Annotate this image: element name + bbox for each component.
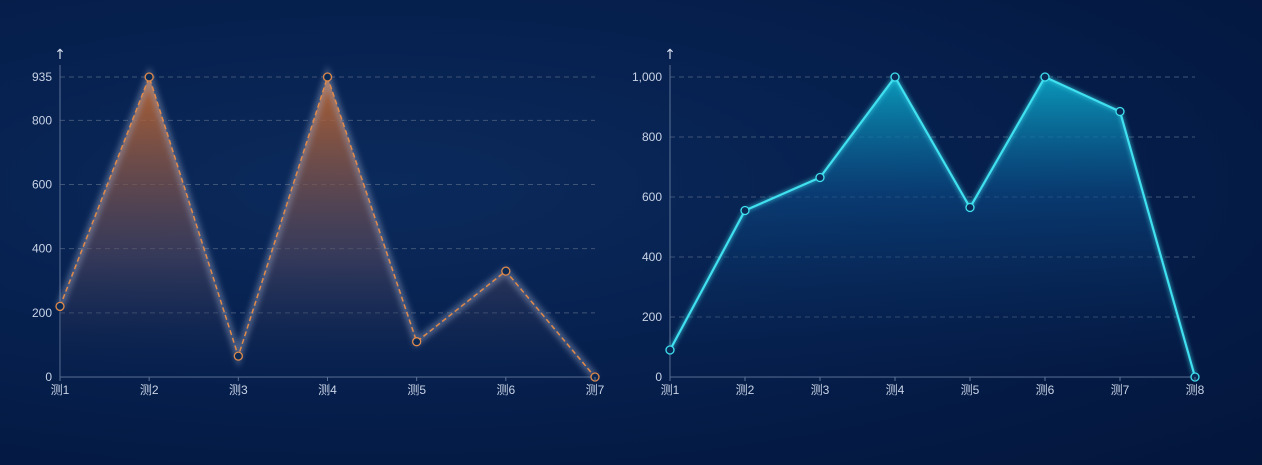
- data-markers: [55, 72, 600, 382]
- y-tick-label: 0: [45, 370, 52, 384]
- x-tick-label: 测2: [736, 383, 755, 397]
- y-tick-label: 600: [32, 177, 52, 191]
- area-polygon: [60, 77, 595, 377]
- y-tick-label: 200: [32, 306, 52, 320]
- x-tick-label: 测7: [586, 383, 605, 397]
- right-area-chart: ↑ 0 200 400 600 800 1,000 测1 测2 测3 测4 测5 测6 测7 测8: [632, 47, 1205, 397]
- x-tick-label: 测3: [229, 383, 248, 397]
- x-tick-label: 测4: [318, 383, 337, 397]
- data-point: [233, 351, 243, 361]
- data-point: [55, 301, 65, 312]
- y-tick-label: 400: [642, 250, 662, 264]
- data-point: [501, 266, 511, 276]
- x-tick-label: 测4: [886, 383, 905, 397]
- data-point: [965, 202, 975, 213]
- x-tick-label: 测5: [961, 383, 980, 397]
- y-ticks: 0 200 400 600 800 1,000: [632, 70, 662, 384]
- data-point: [1040, 72, 1050, 82]
- x-tick-label: 测1: [661, 383, 680, 397]
- x-tick-label: 测8: [1186, 383, 1205, 397]
- area-polygon: [670, 77, 1195, 377]
- data-markers: [665, 72, 1200, 382]
- x-ticks: 测1 测2 测3 测4 测5 测6 测7: [51, 377, 605, 397]
- y-tick-label: 600: [642, 190, 662, 204]
- data-point: [665, 345, 675, 355]
- data-point: [322, 72, 333, 82]
- series-line: [669, 75, 1197, 378]
- x-ticks: 测1 测2 测3 测4 测5 测6 测7 测8: [661, 377, 1205, 397]
- x-tick-label: 测1: [51, 383, 70, 397]
- y-tick-label: 200: [642, 310, 662, 324]
- data-point: [815, 172, 825, 183]
- x-tick-label: 测2: [140, 383, 159, 397]
- data-point: [740, 205, 750, 216]
- y-axis-arrow: ↑: [54, 47, 66, 63]
- x-tick-label: 测7: [1111, 383, 1130, 397]
- y-ticks: 0 200 400 600 800 935: [32, 70, 52, 384]
- x-tick-label: 测6: [496, 383, 515, 397]
- y-tick-label: 400: [32, 242, 52, 256]
- area-fill: [670, 77, 1195, 377]
- data-point: [412, 337, 422, 347]
- series-line-path: [669, 75, 1197, 378]
- left-area-chart: ↑ 0 200 400 600 800 935 测1 测2 测3 测4 测5 测6 测7: [32, 47, 605, 397]
- y-tick-label: 800: [32, 113, 52, 127]
- y-tick-label: 1,000: [632, 70, 662, 84]
- data-point: [890, 72, 900, 82]
- y-tick-label: 800: [642, 130, 662, 144]
- data-point: [1115, 106, 1125, 117]
- x-tick-label: 测6: [1036, 383, 1055, 397]
- area-fill: [60, 77, 595, 377]
- x-tick-label: 测3: [811, 383, 830, 397]
- x-tick-label: 测5: [407, 383, 426, 397]
- y-tick-label: 935: [32, 70, 52, 84]
- y-tick-label: 0: [655, 370, 662, 384]
- data-point: [144, 72, 154, 82]
- y-axis-arrow: ↑: [664, 47, 676, 63]
